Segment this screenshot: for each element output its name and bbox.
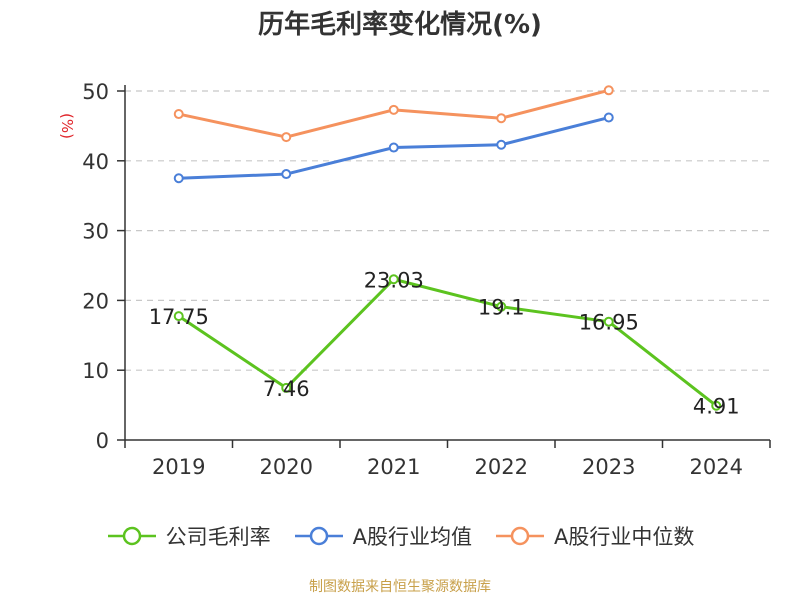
data-label: 23.03 <box>364 268 424 292</box>
series-line-0 <box>177 277 718 407</box>
data-point <box>496 139 507 150</box>
data-point <box>496 113 507 124</box>
data-label: 17.75 <box>149 305 209 329</box>
data-point <box>388 274 399 285</box>
legend-marker-icon <box>294 526 343 546</box>
data-point <box>603 85 614 96</box>
legend-item: A股行业中位数 <box>494 521 694 551</box>
data-point <box>603 112 614 123</box>
data-point <box>173 311 184 322</box>
data-point <box>388 104 399 115</box>
x-tick-label: 2024 <box>690 455 743 479</box>
x-tick-label: 2021 <box>367 455 420 479</box>
legend: 公司毛利率 A股行业均值 A股行业中位数 <box>0 518 800 554</box>
legend-label: A股行业中位数 <box>554 525 695 549</box>
data-label: 16.95 <box>579 311 639 335</box>
x-tick-label: 2022 <box>475 455 528 479</box>
data-label: 4.91 <box>693 395 740 419</box>
chart-title: 历年毛利率变化情况(%) <box>258 10 542 40</box>
y-tick-label: 20 <box>82 289 109 313</box>
series-lines <box>173 85 722 411</box>
data-label: 7.46 <box>263 377 310 401</box>
data-point <box>173 109 184 120</box>
y-tick-label: 0 <box>96 429 109 453</box>
x-tick-label: 2019 <box>152 455 205 479</box>
y-tick-label: 30 <box>82 220 109 244</box>
x-tick-label: 2023 <box>582 455 635 479</box>
data-point <box>388 142 399 153</box>
data-labels: 17.75 7.46 23.03 19.1 16.95 4.91 <box>149 268 740 418</box>
legend-marker-icon <box>107 526 156 546</box>
y-tick-label: 10 <box>82 359 109 383</box>
legend-label: A股行业均值 <box>352 525 472 549</box>
data-point <box>711 400 722 411</box>
data-label: 19.1 <box>478 296 525 320</box>
gridlines <box>125 90 770 371</box>
legend-label: 公司毛利率 <box>165 525 271 549</box>
source-note: 制图数据来自恒生聚源数据库 <box>309 579 491 595</box>
legend-item: A股行业均值 <box>293 521 472 551</box>
axes: 0 10 20 30 40 50 2019 2020 2021 2022 2023 2024 <box>82 80 771 479</box>
data-point <box>281 132 292 143</box>
data-point <box>603 316 614 327</box>
legend-marker-icon <box>496 526 544 546</box>
data-point <box>281 169 292 180</box>
x-tick-label: 2020 <box>260 455 313 479</box>
legend-item: 公司毛利率 <box>106 521 271 551</box>
data-point <box>281 382 292 393</box>
y-axis-label: (%) <box>58 113 76 139</box>
data-point <box>173 173 184 184</box>
y-tick-label: 40 <box>82 150 109 174</box>
y-tick-label: 50 <box>82 80 109 104</box>
data-point <box>496 301 507 312</box>
